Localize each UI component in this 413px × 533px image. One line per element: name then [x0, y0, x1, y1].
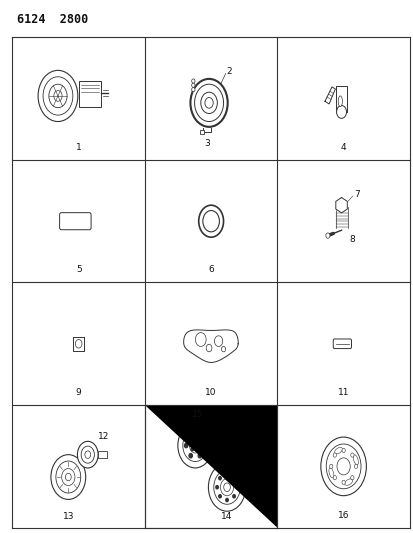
Circle shape	[75, 340, 82, 348]
Circle shape	[336, 106, 346, 118]
Circle shape	[213, 470, 240, 504]
Circle shape	[190, 79, 227, 127]
Circle shape	[341, 448, 344, 453]
Circle shape	[235, 486, 237, 489]
Circle shape	[184, 443, 188, 448]
Text: 4: 4	[340, 143, 346, 152]
Circle shape	[202, 211, 219, 232]
Circle shape	[214, 336, 222, 346]
Circle shape	[194, 84, 223, 122]
Text: 3: 3	[204, 139, 209, 148]
Circle shape	[189, 433, 192, 438]
Circle shape	[198, 433, 201, 438]
Text: 2: 2	[226, 68, 232, 76]
Circle shape	[198, 205, 223, 237]
Circle shape	[341, 480, 344, 484]
Text: 6: 6	[208, 265, 214, 274]
Circle shape	[208, 463, 245, 511]
Bar	[335, 86, 346, 112]
Circle shape	[350, 475, 353, 480]
Circle shape	[198, 454, 201, 458]
Circle shape	[62, 469, 75, 486]
Circle shape	[54, 91, 62, 101]
Text: 1: 1	[76, 143, 81, 152]
Circle shape	[225, 473, 228, 476]
Circle shape	[189, 438, 201, 453]
Text: 15: 15	[191, 410, 202, 419]
Circle shape	[38, 70, 78, 122]
Text: 5: 5	[76, 265, 81, 274]
Bar	[78, 81, 101, 107]
Circle shape	[191, 440, 193, 443]
Circle shape	[191, 448, 193, 451]
FancyBboxPatch shape	[332, 339, 351, 349]
Text: 6124  2800: 6124 2800	[17, 13, 88, 26]
Circle shape	[200, 92, 217, 114]
Circle shape	[329, 464, 332, 469]
Circle shape	[232, 477, 235, 480]
Circle shape	[354, 464, 357, 469]
Circle shape	[43, 77, 73, 115]
Text: 10: 10	[205, 388, 216, 397]
Text: 9: 9	[76, 388, 81, 397]
Ellipse shape	[328, 468, 333, 478]
Circle shape	[191, 87, 195, 92]
Text: 12: 12	[98, 432, 109, 441]
Ellipse shape	[334, 447, 342, 454]
Ellipse shape	[344, 479, 352, 486]
Circle shape	[65, 473, 71, 481]
Circle shape	[202, 443, 206, 448]
Circle shape	[189, 454, 192, 458]
Circle shape	[195, 333, 206, 346]
Circle shape	[49, 84, 67, 108]
Circle shape	[85, 451, 90, 458]
Bar	[97, 451, 107, 458]
Text: 14: 14	[221, 512, 232, 521]
Circle shape	[320, 437, 366, 496]
Bar	[199, 130, 204, 134]
Circle shape	[81, 446, 94, 463]
Text: 8: 8	[349, 236, 355, 244]
Polygon shape	[145, 405, 277, 528]
Circle shape	[51, 455, 85, 499]
Circle shape	[204, 98, 213, 108]
Ellipse shape	[337, 96, 342, 107]
Circle shape	[215, 486, 218, 489]
Text: 11: 11	[337, 388, 349, 397]
Circle shape	[77, 441, 98, 468]
Polygon shape	[183, 330, 238, 362]
Circle shape	[225, 498, 228, 502]
Circle shape	[191, 83, 195, 87]
Text: 7: 7	[353, 190, 359, 199]
FancyBboxPatch shape	[59, 213, 91, 230]
Circle shape	[197, 440, 199, 443]
Circle shape	[332, 453, 336, 457]
Polygon shape	[73, 337, 84, 351]
Circle shape	[183, 430, 207, 462]
Circle shape	[191, 79, 195, 83]
Circle shape	[56, 461, 81, 493]
Text: 16: 16	[337, 511, 349, 520]
Circle shape	[197, 448, 199, 451]
Circle shape	[336, 458, 349, 475]
Circle shape	[325, 233, 329, 238]
Circle shape	[220, 479, 233, 496]
Circle shape	[218, 495, 221, 498]
Ellipse shape	[353, 455, 358, 465]
Circle shape	[350, 453, 353, 457]
Circle shape	[232, 495, 235, 498]
Circle shape	[325, 444, 360, 489]
Circle shape	[206, 344, 211, 352]
Circle shape	[218, 477, 221, 480]
Circle shape	[223, 483, 230, 491]
Circle shape	[221, 346, 225, 352]
Circle shape	[178, 423, 212, 468]
Circle shape	[332, 475, 336, 480]
Text: 13: 13	[62, 512, 74, 521]
Polygon shape	[335, 198, 347, 213]
